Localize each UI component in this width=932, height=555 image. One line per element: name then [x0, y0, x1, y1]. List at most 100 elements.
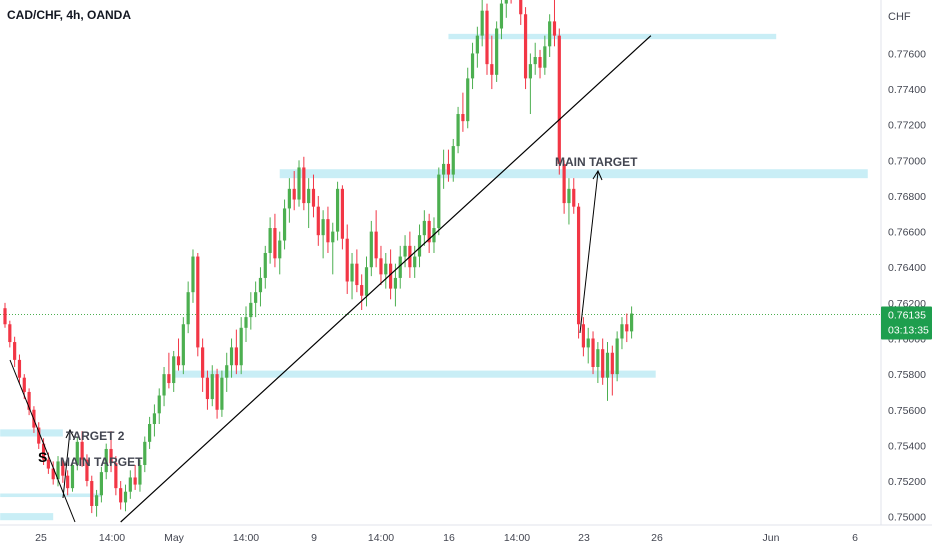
- candle-up: [615, 338, 619, 375]
- candle-down: [66, 475, 70, 489]
- candle-down: [490, 64, 494, 75]
- candle-up: [442, 163, 446, 175]
- candle-up: [104, 448, 108, 473]
- candle-down: [205, 377, 210, 400]
- candle-up: [282, 208, 287, 241]
- candle-down: [80, 441, 84, 460]
- candle-up: [258, 277, 263, 293]
- countdown-label: 03:13:35: [888, 324, 929, 336]
- y-tick-label: 0.75800: [888, 369, 926, 381]
- candle-down: [360, 285, 364, 296]
- candle-down: [13, 342, 17, 360]
- x-tick-label: 14:00: [99, 532, 125, 544]
- candle-up: [466, 78, 470, 122]
- candle-down: [591, 338, 595, 368]
- candle-up: [417, 235, 422, 257]
- candle-down: [461, 114, 465, 122]
- candle-up: [249, 302, 253, 318]
- candle-up: [630, 313, 634, 332]
- candle-up: [403, 245, 407, 257]
- y-tick-label: 0.77400: [888, 84, 926, 96]
- y-axis[interactable]: CHF 0.77600 0.77400 0.77200 0.77000 0.76800 0.…: [880, 0, 932, 550]
- x-axis-bg: [0, 525, 881, 550]
- candle-up: [186, 292, 190, 325]
- candle-up: [480, 10, 484, 36]
- y-tick-label: 0.77600: [888, 48, 926, 60]
- candle-down: [538, 57, 542, 68]
- candle-up: [263, 252, 267, 278]
- x-axis[interactable]: 25 14:00 May 14:00 9 14:00 16 14:00 23 26 Jun 6: [0, 524, 932, 550]
- candle-down: [576, 206, 581, 325]
- candle-down: [90, 481, 94, 506]
- main-target-left-label: MAIN TARGET: [60, 455, 143, 469]
- candle-up: [75, 441, 79, 465]
- candle-down: [485, 10, 489, 65]
- candle-up: [268, 228, 272, 253]
- candle-up: [504, 0, 508, 4]
- candle-up: [128, 477, 132, 492]
- candle-up: [191, 256, 195, 293]
- candle-up: [398, 256, 402, 278]
- candle-down: [519, 0, 523, 15]
- x-tick-label: May: [164, 532, 185, 544]
- candle-down: [427, 220, 431, 243]
- candle-up: [254, 292, 258, 303]
- s-marker: S: [38, 449, 47, 465]
- candle-down: [201, 347, 205, 378]
- drawings-layer: MAIN TARGET TARGET 2 MAIN TARGET S: [9, 35, 652, 523]
- candle-up: [162, 374, 166, 396]
- candle-down: [340, 188, 344, 239]
- candle-up: [210, 374, 214, 400]
- candle-down: [345, 238, 349, 282]
- target-2-label: TARGET 2: [66, 429, 125, 443]
- candle-down: [119, 488, 123, 503]
- candle-up: [620, 324, 624, 339]
- candle-down: [273, 228, 277, 259]
- candle-up: [470, 53, 475, 79]
- candle-down: [302, 167, 306, 204]
- candle-up: [350, 263, 354, 282]
- candle-down: [316, 206, 320, 236]
- candle-up: [475, 35, 479, 54]
- candle-down: [581, 324, 585, 348]
- x-tick-label: 14:00: [368, 532, 394, 544]
- candle-down: [167, 374, 171, 384]
- candle-up: [152, 413, 157, 425]
- candle-up: [456, 114, 460, 147]
- current-price-label: 0.76135: [888, 309, 926, 321]
- y-tick-label: 0.75200: [888, 476, 926, 488]
- candle-up: [321, 219, 325, 236]
- candle-down: [196, 256, 200, 348]
- zones-layer: [0, 33, 868, 521]
- candle-down: [8, 324, 12, 343]
- candle-up: [369, 231, 373, 268]
- candle-up: [138, 464, 142, 485]
- candle-up: [605, 352, 610, 378]
- y-axis-bg: [881, 0, 932, 550]
- candle-up: [499, 3, 504, 29]
- candle-up: [586, 338, 590, 348]
- x-tick-label: 6: [852, 532, 858, 544]
- x-tick-label: 9: [311, 532, 317, 544]
- left-arrow-line: [62, 430, 71, 499]
- candle-down: [610, 352, 614, 375]
- candle-up: [94, 495, 99, 506]
- candle-up: [413, 256, 417, 268]
- x-tick-label: 25: [35, 532, 47, 544]
- candle-down: [109, 448, 113, 464]
- candle-down: [311, 188, 316, 207]
- left-zone-2: [0, 493, 102, 498]
- upper-zone: [448, 33, 777, 40]
- y-tick-label: 0.76400: [888, 262, 926, 274]
- candle-up: [596, 349, 600, 368]
- candle-up: [157, 395, 161, 414]
- x-tick-label: Jun: [763, 532, 780, 544]
- candle-down: [374, 231, 378, 259]
- candle-up: [393, 277, 398, 289]
- candle-up: [567, 188, 571, 204]
- candle-down: [562, 163, 566, 204]
- candle-down: [355, 263, 359, 286]
- x-tick-label: 16: [443, 532, 455, 544]
